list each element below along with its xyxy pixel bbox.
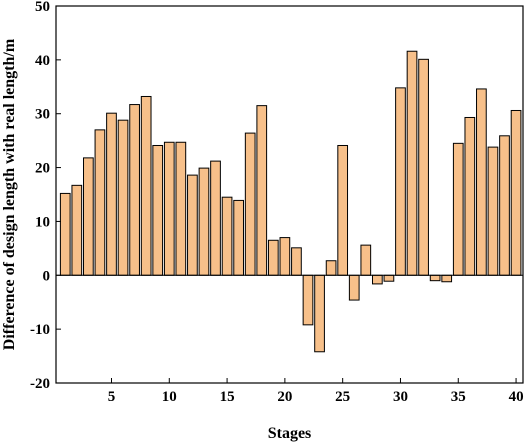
x-tick-label: 40 — [509, 389, 524, 405]
bar-stage-28 — [372, 274, 383, 285]
bar-stage-34 — [441, 274, 453, 283]
bar-stage-39 — [499, 135, 510, 276]
plot-area — [59, 50, 522, 353]
bar-stage-1 — [59, 192, 71, 276]
bar-stage-25 — [337, 144, 349, 276]
bar-stage-24 — [325, 260, 337, 276]
x-tick-label: 35 — [451, 389, 466, 405]
x-tick-label: 25 — [335, 389, 350, 405]
bar-stage-6 — [117, 119, 129, 276]
bar-stage-35 — [452, 142, 464, 276]
y-axis-label: Difference of design length with real le… — [1, 38, 18, 350]
bar-stage-29 — [383, 274, 395, 282]
x-tick-label: 30 — [393, 389, 408, 405]
y-tick-label: 20 — [35, 161, 50, 177]
x-tick-label: 20 — [277, 389, 292, 405]
bar-stage-10 — [163, 141, 175, 276]
bar-stage-21 — [291, 247, 302, 276]
y-tick-label: 40 — [35, 53, 50, 69]
y-tick-label: -10 — [30, 322, 50, 338]
bar-stage-16 — [233, 199, 244, 276]
bar-stage-30 — [395, 87, 406, 276]
bar-stage-7 — [129, 104, 140, 276]
bar-stage-37 — [476, 88, 487, 276]
x-tick-label: 15 — [220, 389, 235, 405]
bar-stage-31 — [406, 50, 418, 276]
bar-stage-36 — [464, 116, 476, 276]
bar-stage-22 — [302, 274, 314, 326]
bar-stage-26 — [348, 274, 360, 301]
y-tick-label: 50 — [35, 0, 50, 15]
bar-stage-11 — [175, 141, 187, 276]
bar-stage-3 — [83, 157, 94, 276]
bar-stage-13 — [198, 167, 210, 276]
x-tick-label: 10 — [162, 389, 177, 405]
bar-stage-23 — [314, 274, 325, 353]
bar-stage-5 — [106, 112, 117, 276]
bar-stage-33 — [429, 274, 441, 282]
bar-stage-15 — [221, 196, 233, 276]
bar-stage-20 — [279, 237, 291, 276]
plot-frame — [55, 5, 524, 384]
y-tick-label: 30 — [35, 107, 50, 123]
y-tick-label: 10 — [35, 214, 50, 230]
bar-stage-12 — [187, 174, 198, 276]
bar-stage-40 — [510, 109, 522, 276]
bar-stage-19 — [267, 239, 279, 276]
bar-stage-27 — [360, 244, 372, 276]
bar-stage-17 — [244, 132, 256, 276]
bar-stage-2 — [71, 184, 83, 276]
y-tick-label: 0 — [43, 268, 51, 284]
bar-stage-4 — [94, 129, 106, 276]
bar-stage-14 — [210, 160, 221, 276]
bar-stage-38 — [487, 146, 499, 276]
bar-stage-18 — [256, 105, 268, 276]
y-tick-label: -20 — [30, 376, 50, 392]
bar-stage-9 — [152, 144, 164, 276]
x-axis-label: Stages — [268, 425, 312, 442]
bar-stage-32 — [418, 58, 429, 276]
x-tick-label: 5 — [108, 389, 116, 405]
bar-stage-8 — [140, 95, 152, 276]
axes: -20 -10 0 10 20 30 40 50 5 10 15 20 25 30 35 40 — [30, 0, 524, 405]
